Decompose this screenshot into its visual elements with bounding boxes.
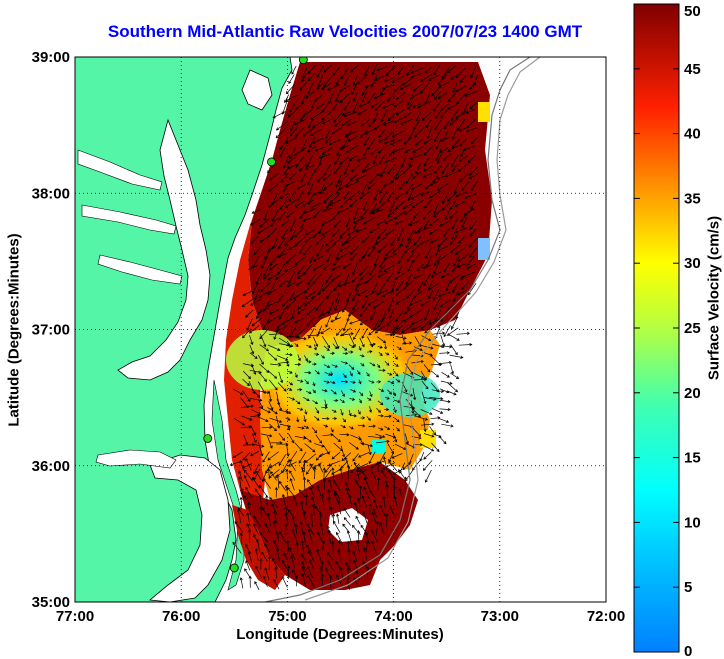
colorbar-tick-label: 40 [684, 126, 701, 143]
y-tick-label: 35:00 [32, 594, 70, 611]
colorbar-tick-label: 20 [684, 385, 701, 402]
x-tick-label: 72:00 [587, 608, 625, 625]
station-markers [203, 57, 308, 573]
colorbar-tick-label: 10 [684, 514, 701, 531]
grid-lines [75, 57, 606, 602]
colorbar-tick-label: 45 [684, 61, 701, 78]
map-title: Southern Mid-Atlantic Raw Velocities 200… [107, 22, 583, 41]
velocity-field [224, 62, 492, 590]
y-tick-label: 37:00 [32, 322, 70, 339]
colorbar-tick-label: 5 [684, 579, 692, 596]
x-tick-labels: 77:00 76:00 75:00 74:00 73:00 72:00 [56, 608, 625, 625]
colorbar-tick-label: 50 [684, 3, 701, 20]
field-edge-2 [478, 238, 490, 260]
x-tick-label: 74:00 [374, 608, 412, 625]
albemarle-sound [95, 449, 177, 469]
field-edge-1 [478, 102, 490, 122]
vector-arrows [229, 64, 479, 591]
station-marker [229, 563, 239, 573]
barrier-island [211, 379, 245, 591]
x-axis-title: Longitude (Degrees:Minutes) [236, 626, 444, 643]
colorbar [633, 3, 680, 653]
colorbar-tick-labels: 0 5 10 15 20 25 30 35 40 45 50 [634, 3, 701, 659]
tributary-3 [81, 204, 177, 235]
colorbar-tick-label: 35 [684, 190, 701, 207]
y-tick-labels: 39:00 38:00 37:00 36:00 35:00 [32, 49, 70, 611]
y-tick-label: 36:00 [32, 458, 70, 475]
station-marker [203, 434, 213, 443]
station-marker [267, 157, 276, 167]
chesapeake-bay [117, 118, 211, 381]
station-marker [298, 57, 308, 65]
y-tick-label: 38:00 [32, 185, 70, 202]
x-tick-label: 77:00 [56, 608, 94, 625]
bathymetry-contour-deep [304, 57, 541, 601]
x-tick-label: 76:00 [162, 608, 200, 625]
colorbar-tick-label: 0 [684, 643, 692, 659]
y-tick-label: 39:00 [32, 49, 70, 66]
colorbar-tick-label: 25 [684, 320, 701, 337]
vector-arrow-set [229, 64, 479, 591]
tributary-2 [97, 254, 183, 285]
tributary-1 [77, 149, 163, 191]
pamlico-sound [149, 454, 231, 602]
x-tick-label: 75:00 [268, 608, 306, 625]
plot-border [74, 56, 607, 603]
colorbar-tick-label: 15 [684, 450, 701, 467]
x-tick-label: 73:00 [481, 608, 519, 625]
colorbar-tick-label: 30 [684, 255, 701, 272]
field-edge-4 [372, 440, 386, 454]
field-offshore-core [248, 62, 492, 345]
delaware-bay [241, 69, 273, 111]
field-central-slow-zone [260, 325, 420, 435]
bathymetry-contour-shallow [264, 57, 531, 602]
